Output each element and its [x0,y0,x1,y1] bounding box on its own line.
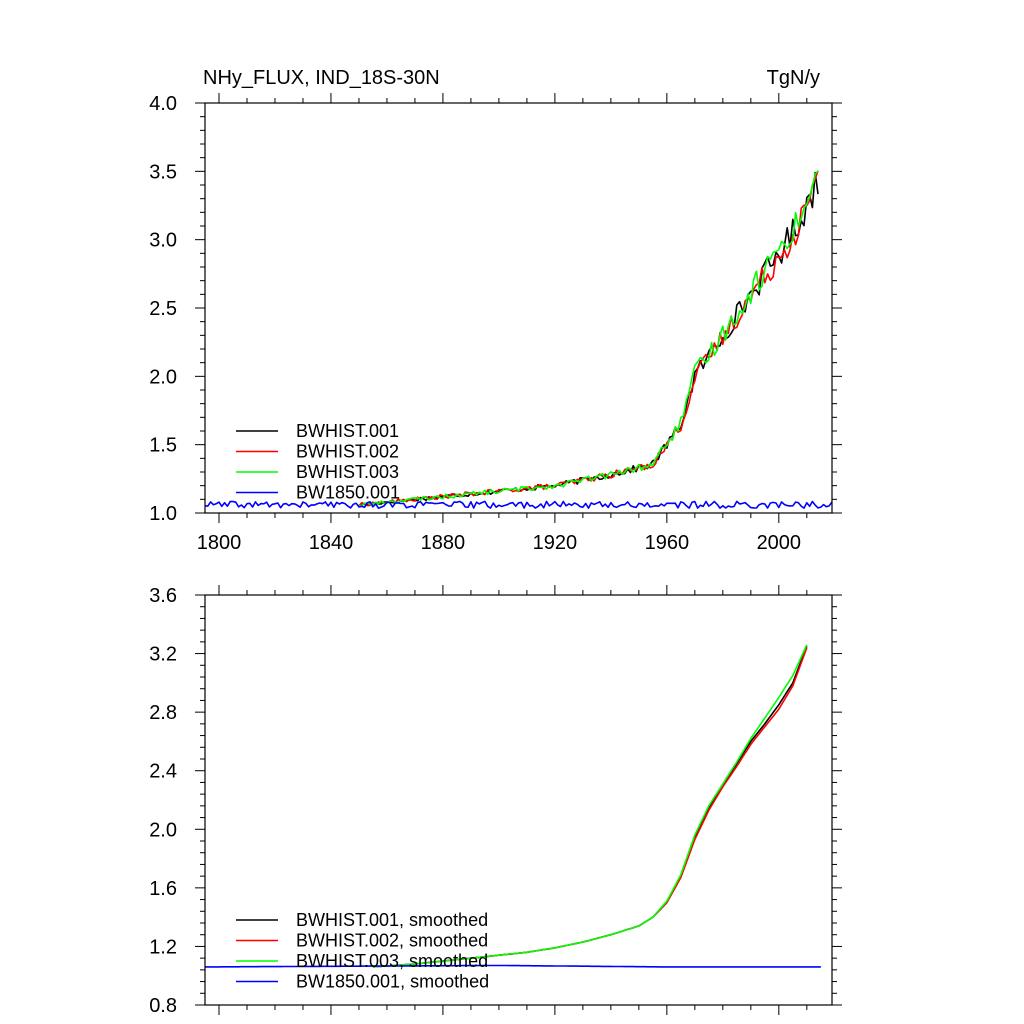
y-tick-label: 1.0 [149,503,177,525]
series-line-1 [358,171,819,507]
plot-frame [204,102,833,514]
x-tick-label: 1800 [197,532,242,554]
y-tick-label: 2.4 [149,761,177,783]
y-tick-label: 3.5 [149,161,177,183]
legend-label: BWHIST.002 [296,442,399,462]
y-tick-label: 1.5 [149,435,177,457]
y-tick-label: 2.0 [149,819,177,841]
series-line-2 [358,170,819,507]
y-tick-label: 3.2 [149,644,177,666]
legend-label: BWHIST.001, smoothed [296,910,488,930]
x-tick-label: 1880 [421,532,466,554]
legend-label: BWHIST.002, smoothed [296,931,488,951]
series-line-3 [358,170,819,507]
top-panel: NHy_FLUX, IND_18S-30N TgN/y 1800 1840 1880… [149,67,842,554]
x-tick-label: 1960 [645,532,690,554]
plot-frame [204,594,833,1006]
legend-label: BW1850.001, smoothed [296,972,489,992]
y-tick-label: 1.2 [149,936,177,958]
axis-ticks: 1800 1840 1880 1920 1960 2000 1.0 1.5 2.0 2.5 3.0 3… [149,93,842,554]
y-tick-label: 3.0 [149,230,177,252]
series-line-4 [204,500,833,510]
y-tick-label: 2.0 [149,366,177,388]
series-line-4 [205,964,821,968]
legend-label: BW1850.001 [296,483,400,503]
units-label: TgN/y [767,67,820,89]
panel-title: NHy_FLUX, IND_18S-30N [203,67,440,89]
y-tick-label: 2.8 [149,702,177,724]
series-line-3 [372,644,808,968]
y-tick-label: 3.6 [149,585,177,607]
x-tick-label: 1920 [533,532,578,554]
series-lines [204,170,833,510]
x-tick-label: 1840 [309,532,354,554]
legend-label: BWHIST.003 [296,462,399,482]
axis-ticks: 1800184018801920196020000.81.21.62.02.42… [149,585,842,1017]
y-tick-label: 4.0 [149,93,177,115]
x-tick-label: 2000 [757,532,802,554]
y-tick-label: 0.8 [149,995,177,1017]
bottom-panel: 1800184018801920196020000.81.21.62.02.42… [149,585,842,1017]
legend-label: BWHIST.003, smoothed [296,951,488,971]
y-tick-label: 1.6 [149,878,177,900]
legend-label: BWHIST.001 [296,421,399,441]
y-tick-label: 2.5 [149,298,177,320]
series-lines [205,644,821,968]
